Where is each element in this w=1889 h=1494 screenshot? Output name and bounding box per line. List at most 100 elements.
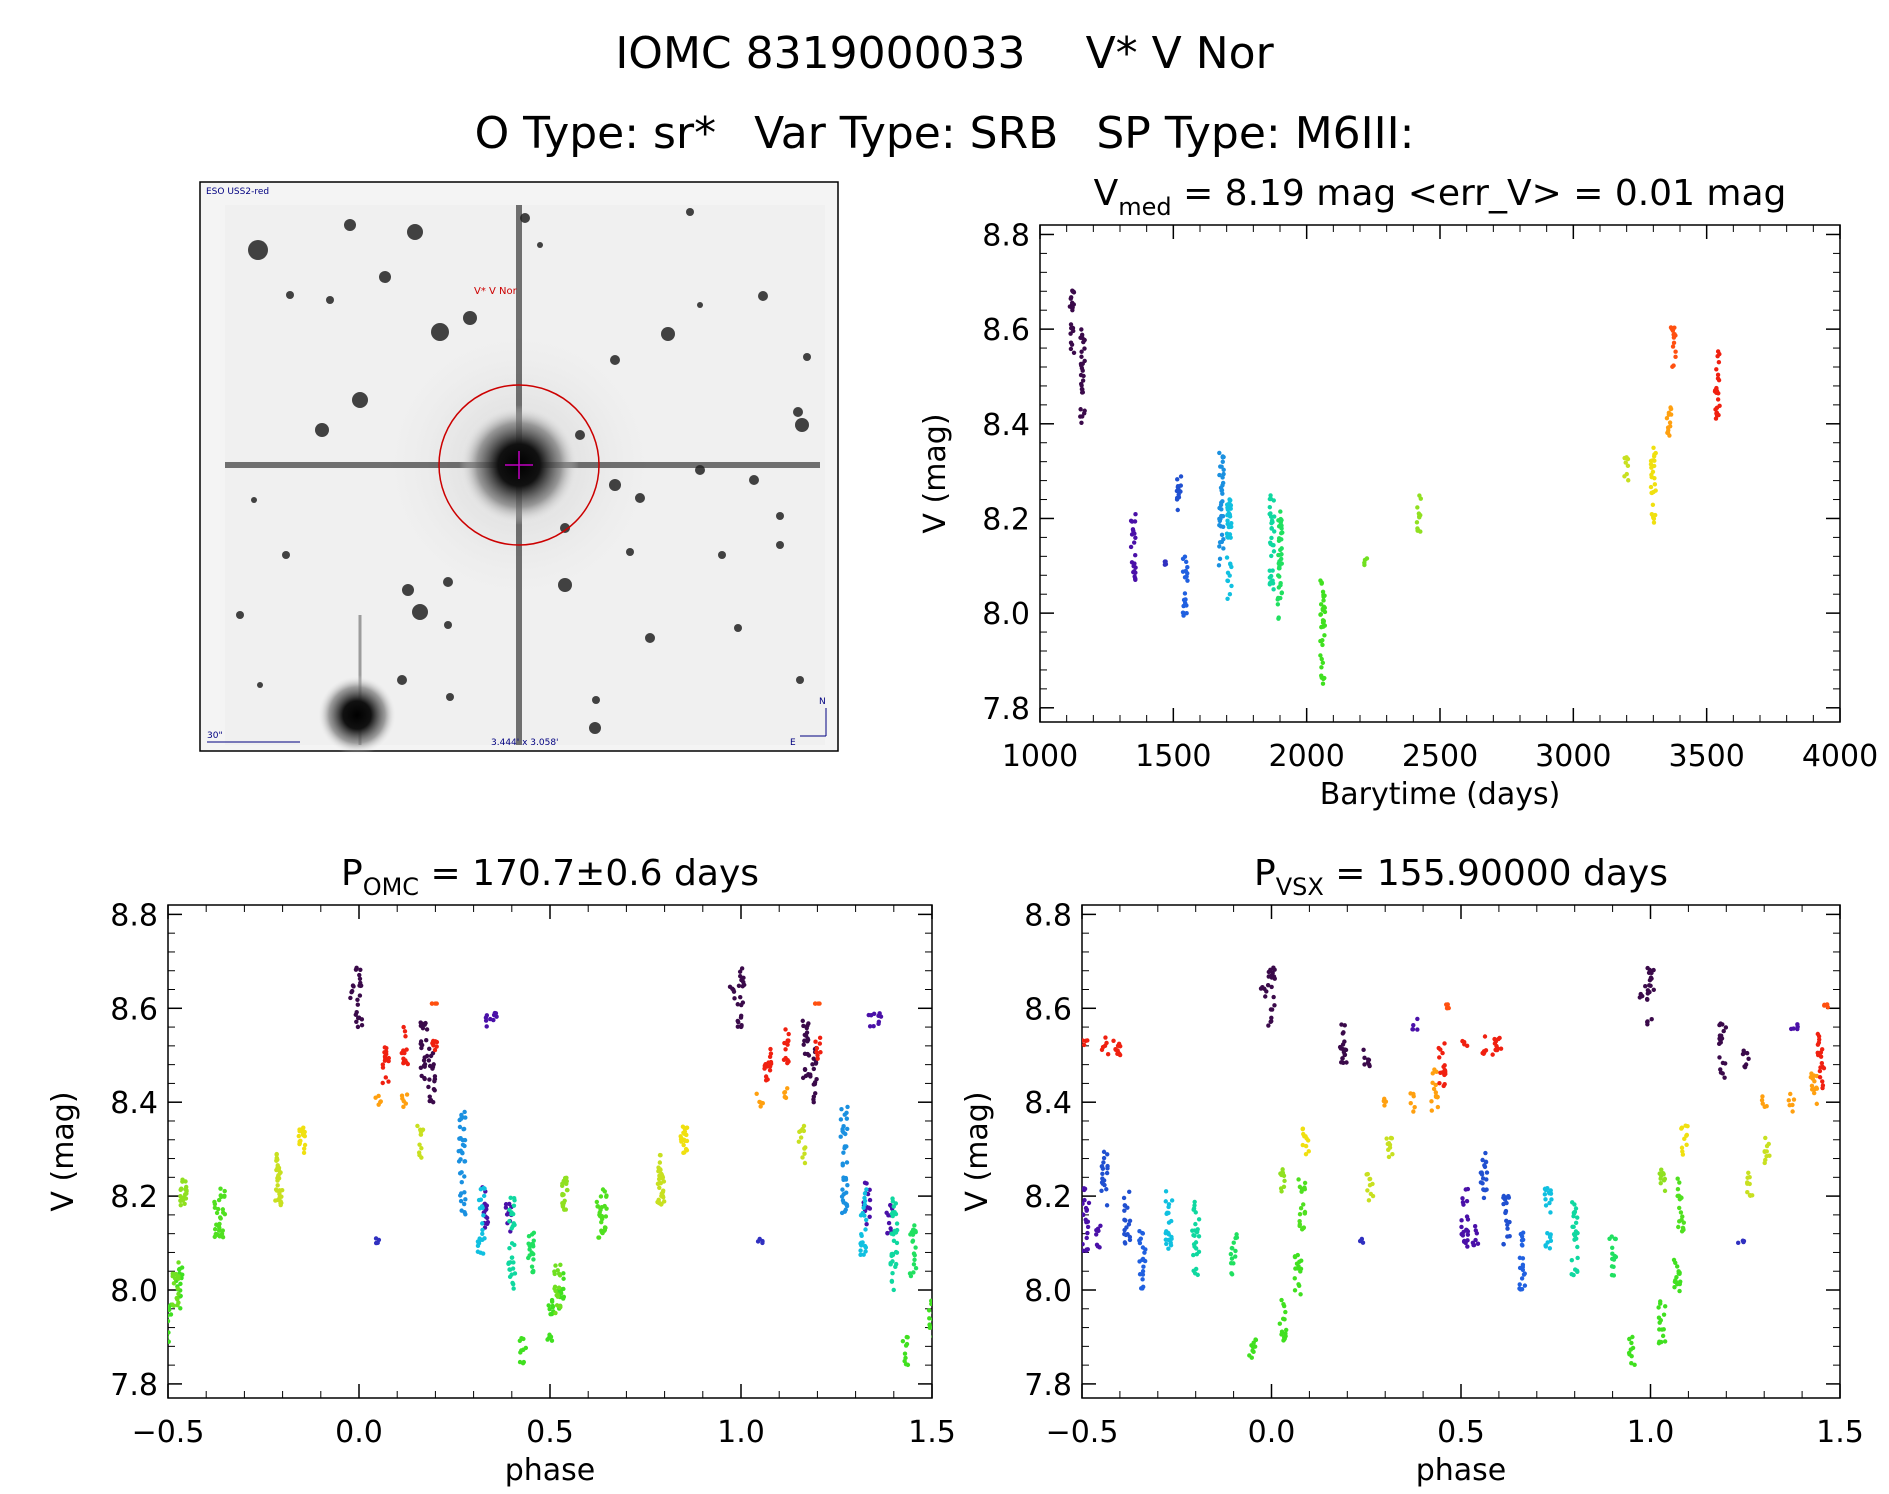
field-star	[749, 475, 759, 485]
data-point	[302, 1142, 308, 1148]
x-tick-label: 2000	[1268, 739, 1344, 774]
data-point	[217, 1221, 222, 1227]
phase-omc-chart: POMC = 170.7±0.6 days −0.5 0.0 0.5 1.0 1.5 7.8…	[46, 853, 956, 1488]
data-point	[1229, 583, 1234, 589]
figure-subtitle: O Type: sr* Var Type: SRB SP Type: M6III:	[0, 108, 1889, 159]
data-point	[1362, 560, 1367, 565]
x-tick-label: 4000	[1802, 739, 1878, 774]
data-point	[1190, 1228, 1195, 1233]
data-point	[1340, 1042, 1346, 1047]
data-point	[768, 1046, 773, 1052]
data-point	[863, 1249, 868, 1254]
data-point	[599, 1219, 604, 1225]
data-point	[900, 1338, 906, 1344]
data-point	[1741, 1239, 1746, 1245]
data-point	[767, 1068, 773, 1073]
data-point	[178, 1202, 183, 1208]
data-point	[1085, 1224, 1091, 1230]
data-point	[1671, 363, 1676, 368]
data-point	[1101, 1155, 1107, 1161]
data-point	[1143, 1247, 1148, 1252]
data-point	[1296, 1177, 1301, 1182]
data-point	[1505, 1222, 1510, 1227]
data-point	[657, 1160, 663, 1165]
data-point	[1127, 1189, 1132, 1194]
data-point	[530, 1269, 536, 1275]
data-point	[841, 1200, 846, 1205]
y-tick-label: 8.8	[982, 218, 1030, 253]
data-point	[1429, 1108, 1434, 1113]
data-point	[1275, 602, 1281, 607]
data-point	[657, 1185, 662, 1190]
data-point	[877, 1011, 882, 1016]
data-point	[1217, 544, 1222, 549]
data-point	[930, 1317, 932, 1322]
y-tick-label: 8.6	[982, 313, 1030, 348]
data-point	[1666, 428, 1671, 433]
data-point	[1417, 515, 1422, 520]
data-point	[1081, 373, 1086, 379]
data-point	[1822, 1003, 1827, 1008]
x-tick-label: 1000	[1002, 739, 1078, 774]
data-point	[1070, 288, 1075, 293]
data-point	[602, 1225, 608, 1230]
data-point	[844, 1190, 849, 1195]
data-point	[1814, 1085, 1819, 1090]
data-point	[376, 1093, 381, 1099]
data-point	[1275, 595, 1281, 601]
y-tick-label: 8.2	[982, 502, 1030, 537]
data-point	[301, 1131, 306, 1136]
data-point	[801, 1123, 807, 1129]
data-point	[1225, 507, 1231, 512]
data-point	[212, 1227, 218, 1232]
data-point	[507, 1274, 513, 1280]
data-point	[168, 1312, 174, 1317]
data-point	[403, 1058, 408, 1063]
data-point	[931, 1335, 932, 1339]
data-point	[1227, 497, 1232, 502]
data-point	[1367, 1176, 1372, 1182]
data-point	[1819, 1060, 1825, 1066]
field-star	[796, 676, 804, 684]
data-point	[1571, 1272, 1576, 1278]
data-point	[1677, 1205, 1682, 1211]
data-point	[805, 1023, 810, 1028]
data-point	[741, 975, 746, 980]
field-star	[635, 493, 645, 503]
data-point	[348, 995, 353, 1001]
data-point	[168, 1305, 169, 1309]
data-point	[527, 1247, 532, 1252]
data-point	[1610, 1251, 1615, 1256]
data-point	[1718, 1033, 1724, 1038]
data-point	[275, 1163, 280, 1168]
data-point	[1094, 1242, 1100, 1248]
data-point	[1182, 600, 1188, 606]
data-point	[1082, 1201, 1085, 1206]
data-point	[926, 1308, 932, 1313]
figure-title: IOMC 8319000033 V* V Nor	[0, 28, 1889, 79]
data-point	[1505, 1226, 1510, 1231]
data-point	[420, 1127, 426, 1132]
data-point	[1182, 554, 1188, 559]
data-point	[458, 1198, 464, 1204]
data-point	[1664, 415, 1670, 421]
data-point	[1572, 1237, 1577, 1242]
data-point	[1415, 505, 1420, 510]
data-point	[1101, 1160, 1106, 1165]
data-point	[554, 1293, 559, 1298]
data-point	[404, 1047, 409, 1052]
data-point	[511, 1203, 517, 1208]
data-point	[1808, 1075, 1814, 1080]
data-point	[561, 1276, 566, 1281]
data-point	[301, 1125, 306, 1130]
data-point	[1320, 618, 1326, 623]
data-point	[1180, 610, 1186, 615]
data-point	[1673, 349, 1678, 354]
data-point	[1228, 1260, 1234, 1266]
data-point	[461, 1126, 466, 1132]
data-point	[461, 1201, 467, 1207]
data-point	[463, 1115, 468, 1120]
data-point	[481, 1213, 486, 1218]
data-point	[168, 1339, 171, 1344]
data-point	[222, 1194, 227, 1199]
